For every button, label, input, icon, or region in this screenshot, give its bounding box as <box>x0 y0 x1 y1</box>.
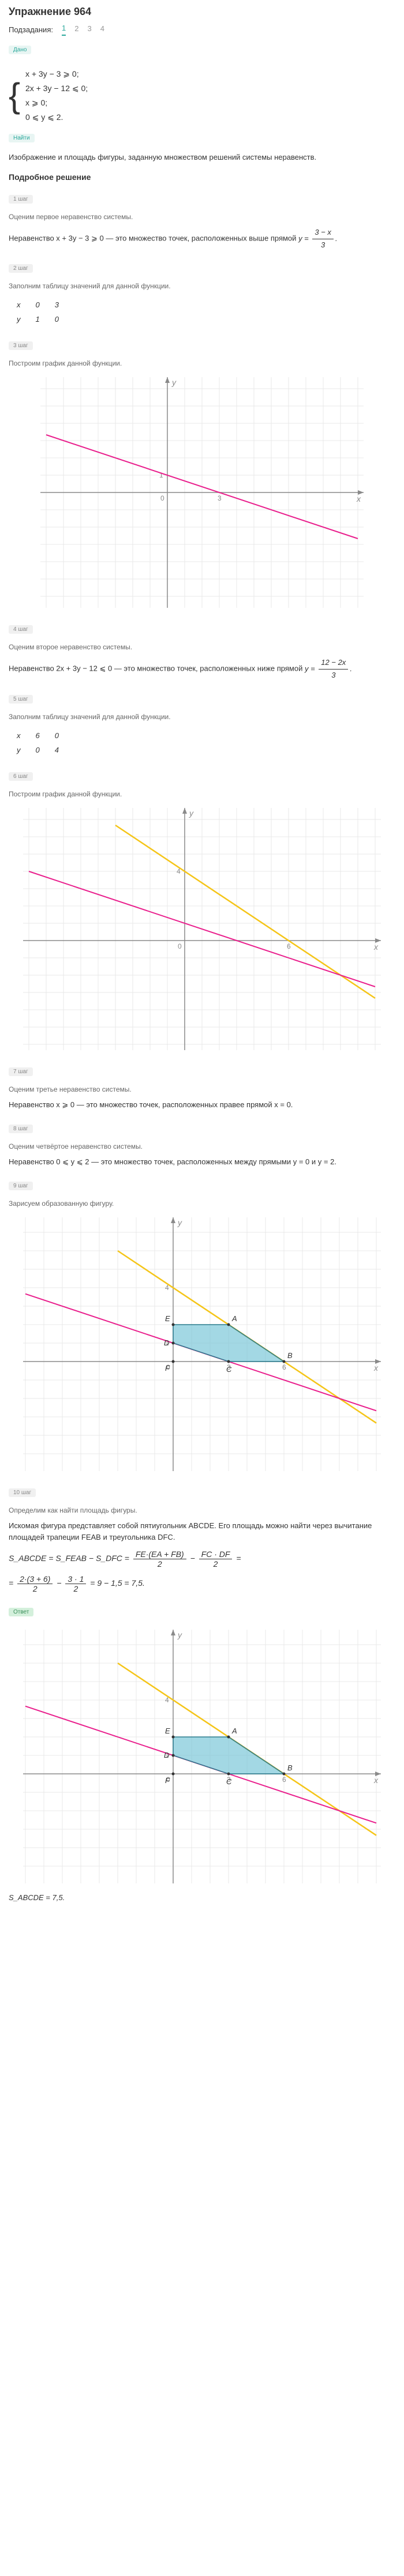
svg-text:A: A <box>231 1727 237 1735</box>
chart-answer: xy03614EABDFC <box>9 1630 395 1883</box>
detail-title: Подробное решение <box>9 172 395 182</box>
step-desc: Зарисуем образованную фигуру. <box>9 1198 395 1209</box>
values-table: x60 y04 <box>9 728 67 758</box>
svg-text:3: 3 <box>218 494 222 502</box>
step-desc: Оценим второе неравенство системы. <box>9 642 395 652</box>
svg-text:y: y <box>189 808 194 818</box>
subtasks-label: Подзадания: <box>9 25 53 34</box>
svg-text:0: 0 <box>178 942 182 950</box>
svg-text:C: C <box>226 1777 232 1786</box>
subtasks-row: Подзадания: 1 2 3 4 <box>9 24 395 36</box>
step-body: Неравенство 0 ⩽ y ⩽ 2 — это множество то… <box>9 1156 395 1168</box>
step-badge: 7 шаг <box>9 1067 33 1076</box>
badge-answer: Ответ <box>9 1608 33 1616</box>
step-desc: Оценим четвёртое неравенство системы. <box>9 1141 395 1152</box>
svg-text:x: x <box>356 494 361 503</box>
page-title: Упражнение 964 <box>9 6 395 18</box>
chart-2: xy064 <box>9 808 395 1050</box>
brace-icon: { <box>9 65 20 127</box>
eq-line: x ⩾ 0; <box>25 96 88 110</box>
tab-4[interactable]: 4 <box>100 24 104 35</box>
step-badge: 9 шаг <box>9 1182 33 1190</box>
badge-given: Дано <box>9 46 31 54</box>
svg-text:y: y <box>171 378 177 387</box>
svg-text:0: 0 <box>160 494 164 502</box>
step-desc: Оценим третье неравенство системы. <box>9 1084 395 1095</box>
svg-text:C: C <box>226 1365 232 1374</box>
eq-line: 0 ⩽ y ⩽ 2. <box>25 110 88 125</box>
tab-3[interactable]: 3 <box>87 24 91 35</box>
find-text: Изображение и площадь фигуры, заданную м… <box>9 152 395 164</box>
svg-text:6: 6 <box>282 1776 286 1784</box>
svg-text:B: B <box>287 1763 293 1772</box>
step-desc: Оценим первое неравенство системы. <box>9 212 395 222</box>
svg-text:D: D <box>164 1338 169 1347</box>
formula-line-2: = 2·(3 + 6)2 − 3 · 12 = 9 − 1,5 = 7,5. <box>9 1574 395 1593</box>
svg-text:F: F <box>165 1776 170 1785</box>
svg-text:x: x <box>373 1776 379 1785</box>
svg-text:E: E <box>165 1314 170 1323</box>
step-badge: 10 шаг <box>9 1488 36 1497</box>
step-badge: 1 шаг <box>9 195 33 204</box>
step-desc: Заполним таблицу значений для данной фун… <box>9 281 395 291</box>
step-desc: Определим как найти площадь фигуры. <box>9 1505 395 1515</box>
badge-find: Найти <box>9 134 35 142</box>
step-badge: 5 шаг <box>9 695 33 704</box>
step-desc: Построим график данной функции. <box>9 789 395 799</box>
step-badge: 8 шаг <box>9 1125 33 1133</box>
svg-text:6: 6 <box>287 942 291 950</box>
chart-3: xy03614EABDFC <box>9 1217 395 1471</box>
step-desc: Построим график данной функции. <box>9 358 395 368</box>
eq-line: 2x + 3y − 12 ⩽ 0; <box>25 81 88 96</box>
tab-2[interactable]: 2 <box>74 24 78 35</box>
svg-text:y: y <box>177 1218 182 1227</box>
formula-line-1: S_ABCDE = S_FEAB − S_DFC = FE·(EA + FB)2… <box>9 1550 395 1569</box>
svg-text:x: x <box>373 1363 379 1372</box>
svg-text:x: x <box>373 942 379 952</box>
step-badge: 6 шаг <box>9 772 33 781</box>
tab-1[interactable]: 1 <box>62 24 66 36</box>
svg-text:E: E <box>165 1727 170 1735</box>
step-badge: 3 шаг <box>9 341 33 350</box>
step-desc: Заполним таблицу значений для данной фун… <box>9 712 395 722</box>
chart-1: xy031 <box>9 377 395 608</box>
step-body: Неравенство x + 3y − 3 ⩾ 0 — это множест… <box>9 227 395 251</box>
svg-text:D: D <box>164 1751 169 1759</box>
svg-text:F: F <box>165 1364 170 1372</box>
step-body: Неравенство x ⩾ 0 — это множество точек,… <box>9 1099 395 1111</box>
svg-text:y: y <box>177 1630 182 1639</box>
step-badge: 4 шаг <box>9 625 33 634</box>
svg-text:B: B <box>287 1351 293 1360</box>
svg-text:A: A <box>231 1314 237 1323</box>
svg-text:6: 6 <box>282 1363 286 1371</box>
answer-text: S_ABCDE = 7,5. <box>9 1892 395 1904</box>
step-badge: 2 шаг <box>9 264 33 273</box>
step-body: Неравенство 2x + 3y − 12 ⩽ 0 — это множе… <box>9 657 395 682</box>
values-table: x03 y10 <box>9 297 67 327</box>
system-equations: { x + 3y − 3 ⩾ 0; 2x + 3y − 12 ⩽ 0; x ⩾ … <box>9 65 395 127</box>
step-body: Искомая фигура представляет собой пятиуг… <box>9 1520 395 1544</box>
eq-line: x + 3y − 3 ⩾ 0; <box>25 67 88 81</box>
